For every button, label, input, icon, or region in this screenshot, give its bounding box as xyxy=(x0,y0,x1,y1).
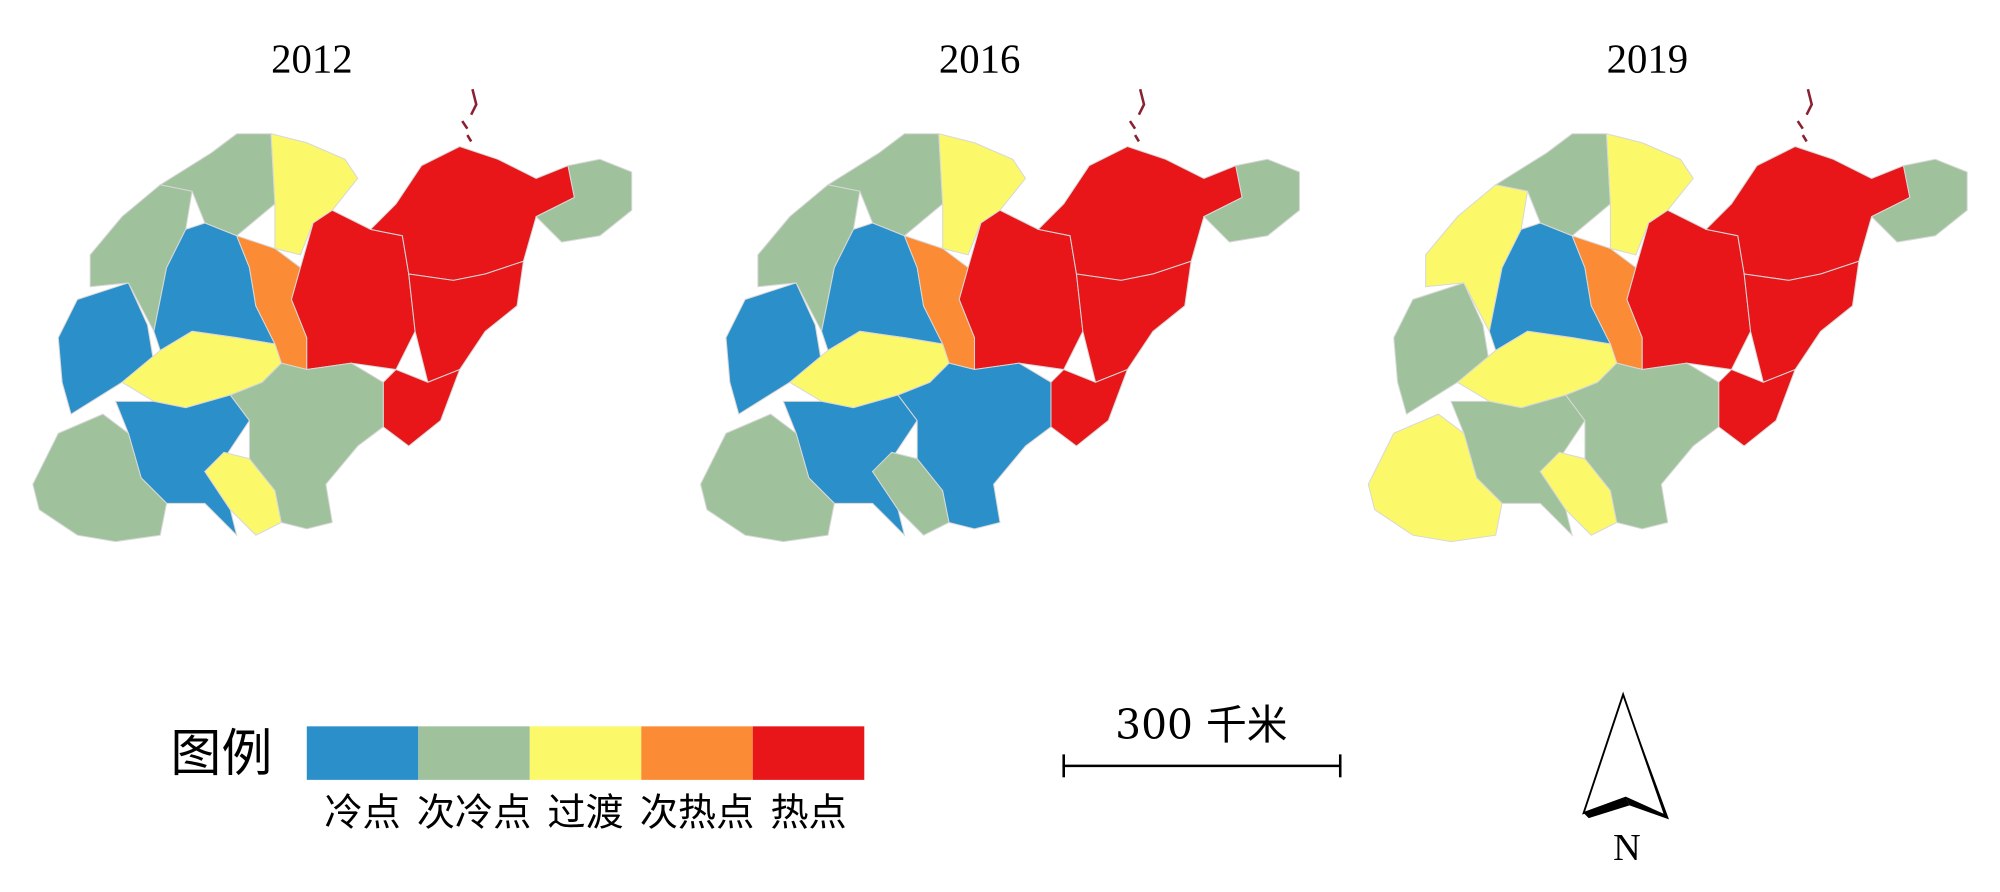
legend-title: 图例 xyxy=(170,725,272,784)
region xyxy=(535,158,633,243)
region xyxy=(32,413,168,543)
region xyxy=(229,362,384,530)
region xyxy=(1718,368,1797,447)
legend-swatch xyxy=(418,726,530,780)
legend-label: 过渡 xyxy=(547,792,623,836)
legend-swatch xyxy=(641,726,753,780)
legend-label: 次热点 xyxy=(640,792,755,836)
region xyxy=(897,362,1052,530)
north-arrow xyxy=(1582,691,1669,820)
region xyxy=(700,413,835,543)
region xyxy=(1075,260,1192,383)
region xyxy=(1203,158,1300,243)
region xyxy=(1743,260,1860,383)
region xyxy=(408,260,525,383)
map xyxy=(1367,88,1968,543)
map-title: 2016 xyxy=(939,37,1021,82)
islands xyxy=(461,88,478,143)
scale-bar xyxy=(1062,754,1342,778)
map xyxy=(700,88,1300,543)
islands xyxy=(1796,88,1814,143)
region xyxy=(1564,362,1720,530)
legend-label: 热点 xyxy=(770,792,846,836)
region xyxy=(1367,413,1503,543)
legend-label: 次冷点 xyxy=(417,792,532,836)
legend-swatch xyxy=(529,726,642,780)
map-title: 2012 xyxy=(271,37,353,82)
region xyxy=(382,368,461,447)
islands xyxy=(1128,88,1146,143)
legend-swatch xyxy=(752,726,865,780)
scale-label: 300 千米 xyxy=(1115,701,1287,749)
region xyxy=(1870,158,1968,243)
legend-label: 冷点 xyxy=(324,792,400,836)
north-label: N xyxy=(1613,827,1641,869)
map-title: 2019 xyxy=(1607,37,1689,82)
legend-swatch xyxy=(306,726,419,780)
region xyxy=(1050,368,1129,447)
map xyxy=(32,88,633,543)
